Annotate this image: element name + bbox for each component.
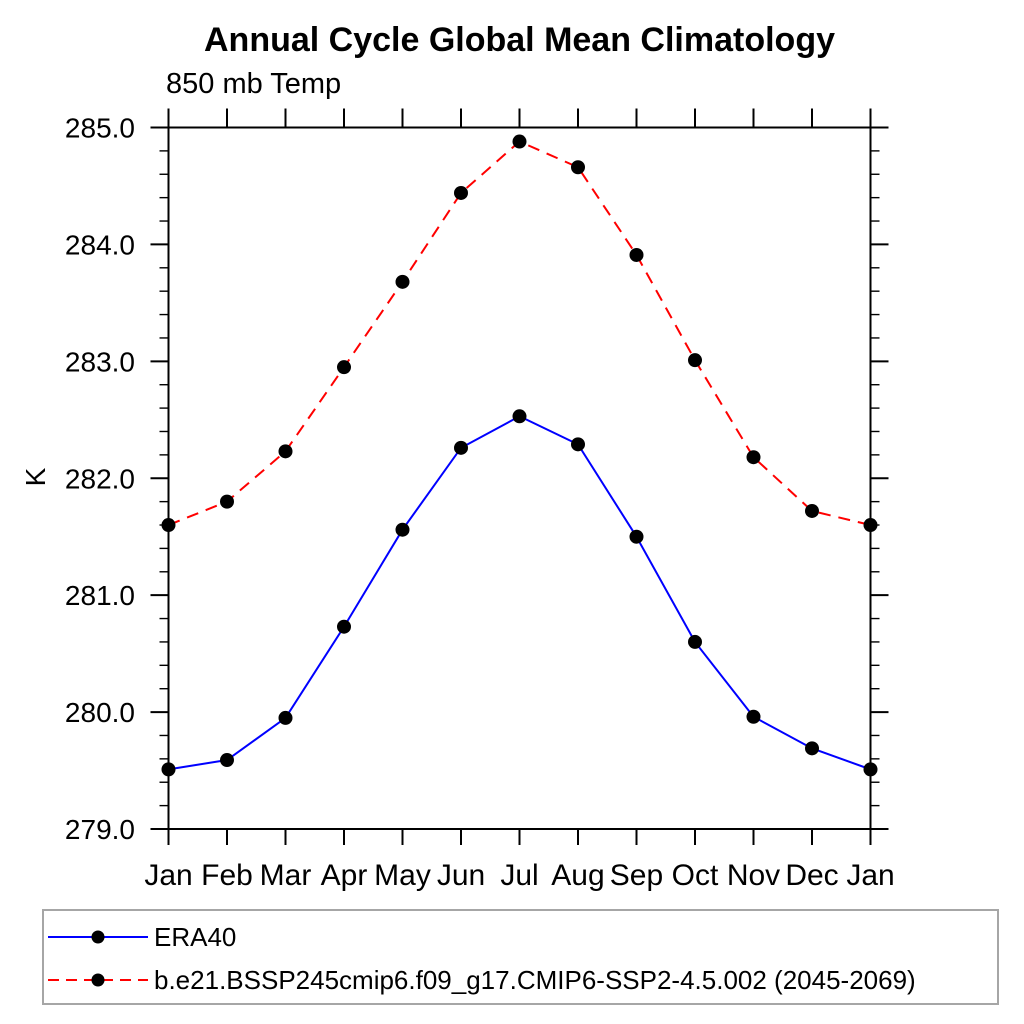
x-tick-label: May	[374, 859, 431, 892]
model-data-point-marker	[571, 160, 585, 175]
x-tick-label: Jun	[437, 859, 485, 892]
era40-data-point-marker	[688, 634, 702, 649]
model-data-point-marker	[805, 503, 819, 518]
era40-data-point-marker	[278, 710, 293, 725]
model-data-point-marker	[337, 360, 351, 375]
y-tick-label: 281.0	[65, 580, 135, 611]
y-tick-label: 280.0	[65, 697, 135, 728]
y-tick-label: 283.0	[65, 346, 135, 377]
legend-entry-era40: ERA40	[46, 922, 236, 952]
plot-frame	[167, 126, 872, 830]
y-tick-label: 284.0	[65, 229, 135, 260]
model-legend-marker	[91, 973, 105, 987]
x-tick-label: Oct	[672, 859, 719, 892]
model-data-point-marker	[863, 518, 878, 533]
era40-legend-marker	[91, 930, 105, 944]
x-tick-label: Jul	[500, 859, 538, 892]
plot-area: Jan Feb Mar Apr May Jun Jul Aug Sep Oct Nov Dec Jan2…	[65, 108, 895, 892]
era40-data-point-marker	[161, 762, 176, 777]
x-tick-label: Dec	[785, 859, 838, 892]
era40-data-point-marker	[863, 762, 878, 777]
model-data-point-marker	[688, 353, 702, 368]
model-data-point-marker	[220, 494, 234, 509]
legend-entry-model: b.e21.BSSP245cmip6.f09_g17.CMIP6-SSP2-4.…	[46, 965, 916, 995]
era40-data-point-marker	[337, 619, 351, 634]
model-data-point-marker	[395, 274, 410, 289]
era40-data-point-marker	[512, 409, 527, 424]
legend-label-era40: ERA40	[154, 921, 237, 952]
model-data-point-marker	[629, 247, 644, 262]
y-tick-label: 279.0	[65, 814, 135, 845]
model-data-point-marker	[746, 450, 761, 465]
model-data-point-marker	[454, 185, 468, 200]
model-data-point-marker	[161, 518, 176, 533]
era40-data-point-marker	[454, 440, 468, 455]
x-tick-label: Sep	[610, 859, 663, 892]
era40-data-point-marker	[629, 529, 644, 544]
model-series-line	[168, 140, 871, 526]
model-data-point-marker	[278, 444, 293, 459]
chart-title: Annual Cycle Global Mean Climatology	[204, 21, 835, 59]
x-tick-label: Jan	[846, 859, 894, 892]
y-tick-label: 285.0	[65, 113, 135, 144]
x-tick-label: Feb	[201, 859, 253, 892]
era40-line-swatch	[48, 930, 148, 944]
legend: ERA40 b.e21.BSSP245cmip6.f09_g17.CMIP6-S…	[42, 909, 999, 1005]
era40-data-point-marker	[746, 709, 761, 724]
era40-data-point-marker	[220, 753, 234, 768]
x-tick-label: Jan	[144, 859, 192, 892]
legend-label-model: b.e21.BSSP245cmip6.f09_g17.CMIP6-SSP2-4.…	[154, 964, 916, 995]
chart-subtitle: 850 mb Temp	[166, 68, 342, 100]
x-tick-label: Apr	[321, 859, 368, 892]
x-tick-label: Aug	[551, 859, 604, 892]
model-data-point-marker	[512, 134, 527, 149]
x-tick-label: Mar	[260, 859, 312, 892]
era40-data-point-marker	[571, 437, 585, 452]
x-tick-label: Nov	[727, 859, 780, 892]
era40-data-point-marker	[395, 522, 410, 537]
y-tick-label: 282.0	[65, 463, 135, 494]
era40-data-point-marker	[805, 741, 819, 756]
model-line-swatch	[48, 973, 148, 987]
